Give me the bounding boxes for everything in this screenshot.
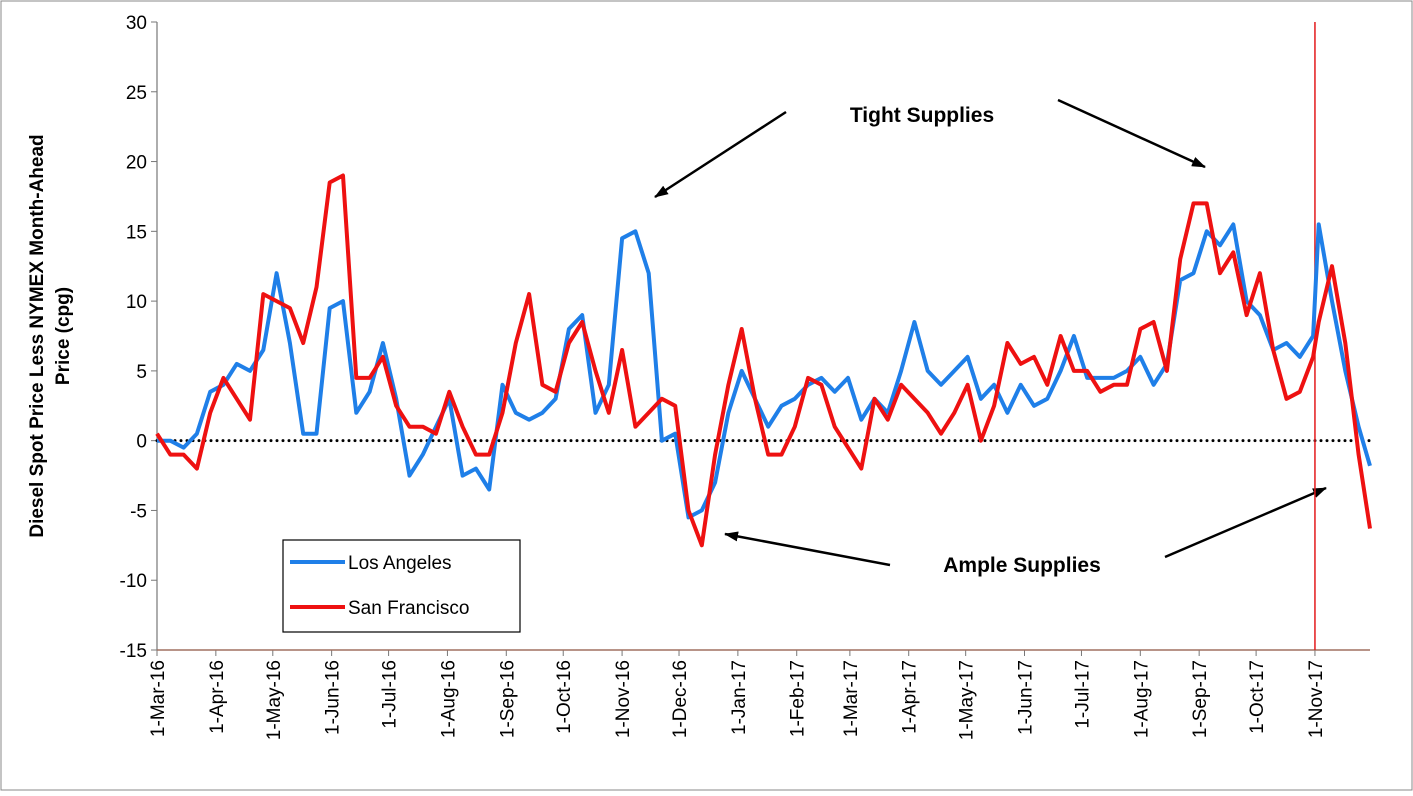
y-tick-label: 5 (136, 362, 147, 383)
arrow (1057, 98, 1206, 169)
y-tick-label: 30 (126, 13, 147, 34)
x-tick-label: 1-Dec-16 (670, 660, 691, 738)
annotation: Ample Supplies (943, 554, 1101, 577)
arrow (1164, 486, 1327, 559)
y-tick-label: -15 (120, 641, 147, 662)
y-axis-title: Price (cpg) (53, 287, 74, 385)
y-axis-title: Diesel Spot Price Less NYMEX Month-Ahead (27, 134, 48, 537)
y-tick-label: 15 (126, 222, 147, 243)
x-tick-label: 1-Jun-17 (1016, 660, 1037, 735)
x-tick-label: 1-Jul-16 (380, 660, 401, 729)
x-tick-label: 1-Aug-16 (438, 660, 459, 738)
x-tick-label: 1-Oct-17 (1247, 660, 1268, 734)
x-tick-label: 1-Oct-16 (554, 660, 575, 734)
x-tick-label: 1-Apr-16 (207, 660, 228, 734)
annotation-arrows (654, 98, 1327, 567)
y-tick-label: 0 (136, 432, 147, 453)
x-tick-label: 1-Mar-17 (841, 660, 862, 737)
x-tick-label: 1-Sep-17 (1190, 660, 1211, 738)
annotation: Tight Supplies (850, 104, 994, 127)
x-tick-label: 1-Mar-16 (148, 660, 169, 737)
x-tick-label: 1-Jan-17 (729, 660, 750, 735)
x-tick-label: 1-Aug-17 (1131, 660, 1152, 738)
x-tick-label: 1-Feb-17 (788, 660, 809, 737)
x-tick-label: 1-Jul-17 (1072, 660, 1093, 729)
arrow (724, 531, 891, 567)
x-tick-label: 1-Nov-17 (1306, 660, 1327, 738)
y-tick-label: 25 (126, 83, 147, 104)
legend-label: Los Angeles (348, 553, 452, 574)
x-tick-label: 1-Nov-16 (613, 660, 634, 738)
x-tick-label: 1-Jun-16 (323, 660, 344, 735)
legend-label: San Francisco (348, 598, 469, 619)
y-tick-label: 10 (126, 292, 147, 313)
x-tick-label: 1-Apr-17 (900, 660, 921, 734)
y-tick-label: 20 (126, 153, 147, 174)
legend-box (282, 539, 521, 633)
series-line (155, 173, 1372, 548)
x-tick-label: 1-Sep-16 (497, 660, 518, 738)
y-tick-label: -5 (130, 501, 147, 522)
x-tick-label: 1-May-17 (957, 660, 978, 740)
y-tick-label: -10 (120, 571, 147, 592)
x-tick-label: 1-May-16 (264, 660, 285, 740)
arrow (654, 110, 787, 199)
